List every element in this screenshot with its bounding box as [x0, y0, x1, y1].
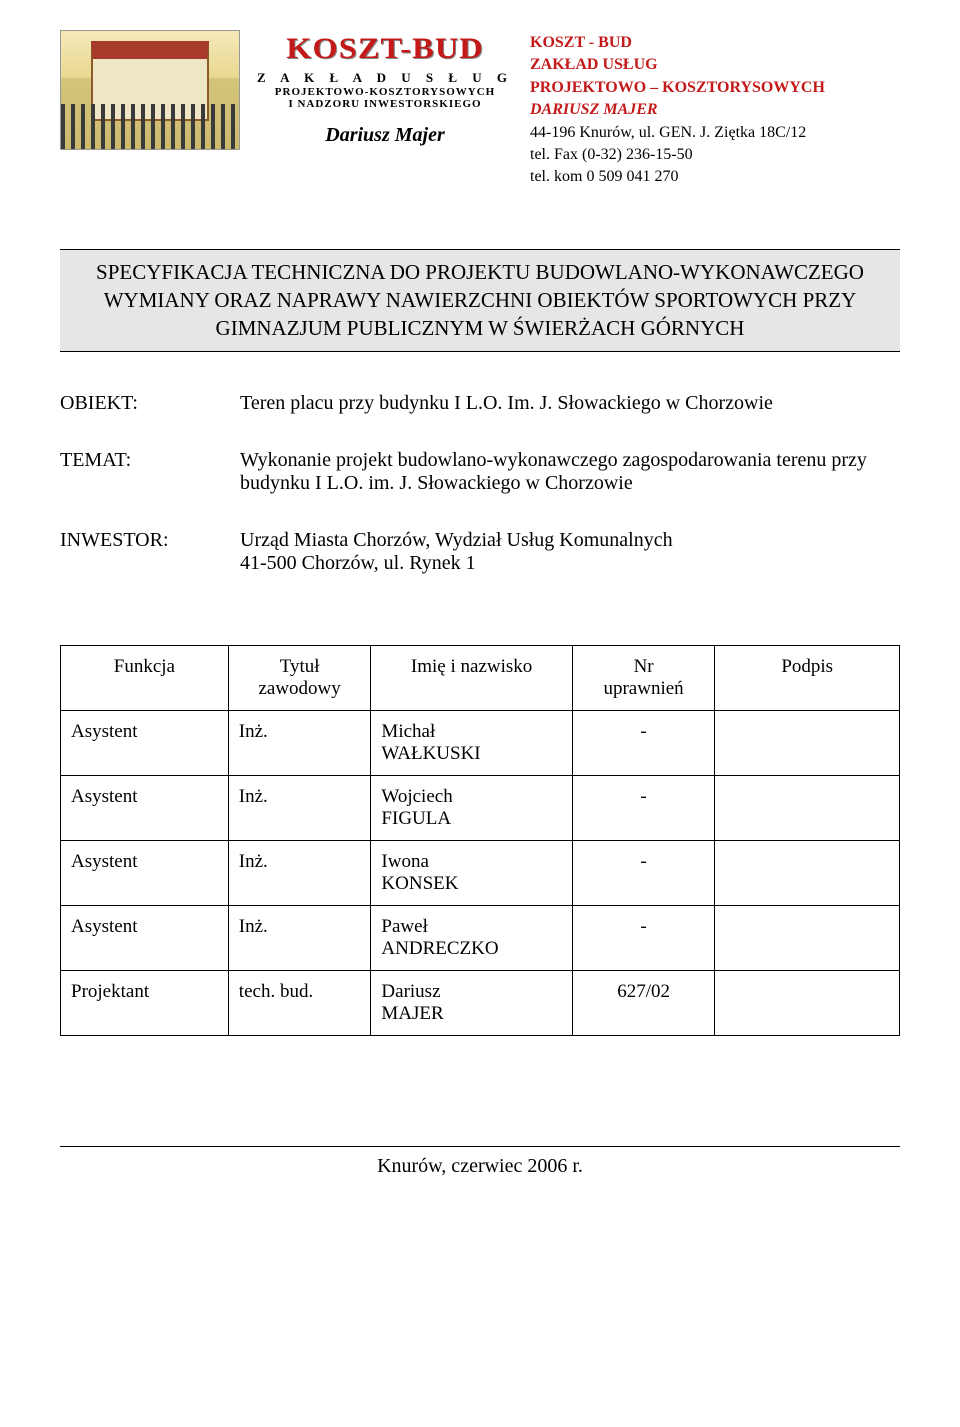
table-cell: -	[572, 710, 715, 775]
addr-line2: ZAKŁAD USŁUG	[530, 54, 825, 76]
table-cell: Inż.	[228, 905, 371, 970]
addr-line6: tel. Fax (0-32) 236-15-50	[530, 144, 825, 166]
table-cell	[715, 905, 900, 970]
header-row: KOSZT-BUD Z A K Ł A D U S Ł U G PROJEKTO…	[60, 30, 900, 189]
table-head: FunkcjaTytuł zawodowyImię i nazwiskoNr u…	[61, 645, 900, 710]
table-cell: 627/02	[572, 970, 715, 1035]
table-header-cell: Tytuł zawodowy	[228, 645, 371, 710]
table-cell: tech. bud.	[228, 970, 371, 1035]
addr-line5: 44-196 Knurów, ul. GEN. J. Ziętka 18C/12	[530, 122, 825, 144]
table-row: AsystentInż.Paweł ANDRECZKO-	[61, 905, 900, 970]
obiekt-label: OBIEKT:	[60, 392, 240, 415]
table-cell: Inż.	[228, 710, 371, 775]
table-cell	[715, 710, 900, 775]
logo-text-block: KOSZT-BUD Z A K Ł A D U S Ł U G PROJEKTO…	[250, 30, 520, 147]
table-cell: Inż.	[228, 775, 371, 840]
table-cell: Iwona KONSEK	[371, 840, 572, 905]
table-cell: Paweł ANDRECZKO	[371, 905, 572, 970]
table-cell: Michał WAŁKUSKI	[371, 710, 572, 775]
logo-sub3: I NADZORU INWESTORSKIEGO	[250, 98, 520, 110]
table-cell: Projektant	[61, 970, 229, 1035]
logo-brand: KOSZT-BUD	[239, 34, 531, 64]
table-cell: Dariusz MAJER	[371, 970, 572, 1035]
addr-line3: PROJEKTOWO – KOSZTORYSOWYCH	[530, 77, 825, 99]
table-cell	[715, 840, 900, 905]
addr-line7: tel. kom 0 509 041 270	[530, 166, 825, 188]
addr-line1: KOSZT - BUD	[530, 32, 825, 54]
temat-value: Wykonanie projekt budowlano-wykonawczego…	[240, 449, 900, 495]
logo-sub2: PROJEKTOWO-KOSZTORYSOWYCH	[250, 86, 520, 98]
table-head-row: FunkcjaTytuł zawodowyImię i nazwiskoNr u…	[61, 645, 900, 710]
table-header-cell: Podpis	[715, 645, 900, 710]
table-header-cell: Funkcja	[61, 645, 229, 710]
meta-block: OBIEKT: Teren placu przy budynku I L.O. …	[60, 392, 900, 575]
obiekt-value: Teren placu przy budynku I L.O. Im. J. S…	[240, 392, 900, 415]
table-cell: Asystent	[61, 840, 229, 905]
table-row: AsystentInż.Iwona KONSEK-	[61, 840, 900, 905]
table-cell: -	[572, 775, 715, 840]
table-row: AsystentInż.Wojciech FIGULA-	[61, 775, 900, 840]
table-header-cell: Nr uprawnień	[572, 645, 715, 710]
inwestor-value: Urząd Miasta Chorzów, Wydział Usług Komu…	[240, 529, 900, 575]
table-cell: Asystent	[61, 775, 229, 840]
inwestor-label: INWESTOR:	[60, 529, 240, 575]
people-table: FunkcjaTytuł zawodowyImię i nazwiskoNr u…	[60, 645, 900, 1036]
footer-text: Knurów, czerwiec 2006 r.	[60, 1155, 900, 1178]
table-cell: -	[572, 840, 715, 905]
table-row: Projektanttech. bud.Dariusz MAJER627/02	[61, 970, 900, 1035]
table-row: AsystentInż.Michał WAŁKUSKI-	[61, 710, 900, 775]
table-cell: Inż.	[228, 840, 371, 905]
table-cell	[715, 970, 900, 1035]
table-cell: -	[572, 905, 715, 970]
table-body: AsystentInż.Michał WAŁKUSKI-AsystentInż.…	[61, 710, 900, 1035]
table-cell: Asystent	[61, 710, 229, 775]
table-cell: Asystent	[61, 905, 229, 970]
addr-line4: DARIUSZ MAJER	[530, 99, 825, 121]
table-cell	[715, 775, 900, 840]
table-cell: Wojciech FIGULA	[371, 775, 572, 840]
document-title: SPECYFIKACJA TECHNICZNA DO PROJEKTU BUDO…	[60, 249, 900, 352]
table-header-cell: Imię i nazwisko	[371, 645, 572, 710]
logo-owner: Dariusz Majer	[250, 124, 520, 147]
logo-image	[60, 30, 240, 150]
temat-label: TEMAT:	[60, 449, 240, 495]
header-address: KOSZT - BUD ZAKŁAD USŁUG PROJEKTOWO – KO…	[530, 30, 825, 189]
logo-sub1: Z A K Ł A D U S Ł U G	[250, 70, 520, 86]
footer-divider	[60, 1146, 900, 1147]
